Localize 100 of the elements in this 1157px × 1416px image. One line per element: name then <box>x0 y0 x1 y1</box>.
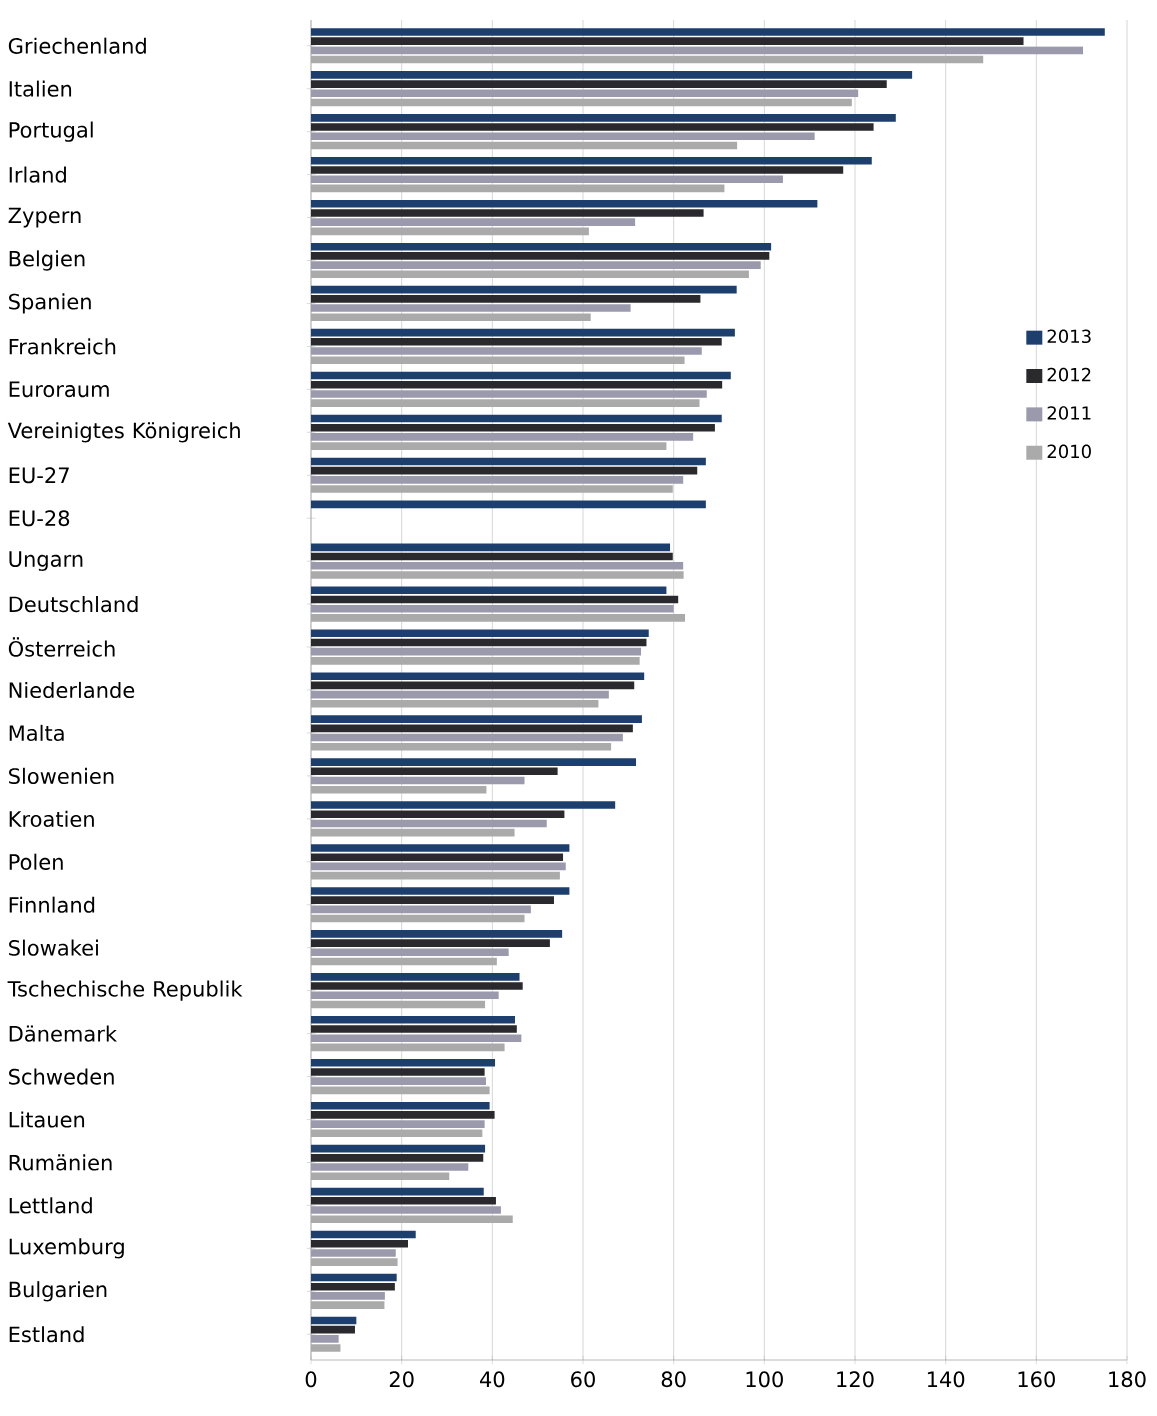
bar <box>311 1325 355 1334</box>
y-tick-label: Italien <box>9 80 72 97</box>
y-tick-label: Tschechische Republik <box>7 980 243 1001</box>
bar <box>311 896 554 904</box>
bar <box>311 1230 416 1239</box>
x-tick-label: 40 <box>480 1371 505 1388</box>
y-tick-label: Slowakei <box>9 939 98 956</box>
bar <box>311 1016 515 1024</box>
bar <box>311 810 565 819</box>
y-tick-label: Finnland <box>9 896 95 913</box>
x-tick-label: 140 <box>927 1371 965 1388</box>
x-tick-label: 160 <box>1018 1371 1055 1388</box>
bar <box>311 423 715 432</box>
bar <box>311 629 649 638</box>
bar <box>311 80 887 88</box>
y-tick-label: Österreich <box>8 637 115 657</box>
y-tick-label: Portugal <box>9 121 93 142</box>
bar <box>311 1187 484 1196</box>
bar <box>311 1068 485 1076</box>
bar <box>311 295 701 303</box>
bar <box>311 1282 395 1291</box>
x-tick-label: 20 <box>389 1371 414 1388</box>
bar <box>311 157 872 165</box>
y-tick-label: Deutschland <box>9 596 138 613</box>
y-tick-label: Spanien <box>9 293 91 314</box>
bar <box>311 1111 495 1119</box>
y-tick-label: Malta <box>9 724 64 742</box>
y-tick-label: EU-27 <box>9 467 69 484</box>
bar <box>311 252 770 260</box>
bar <box>311 28 1105 36</box>
y-tick-label: Griechenland <box>8 37 146 54</box>
bar <box>311 595 679 604</box>
bar <box>311 71 913 79</box>
y-tick-label: Schweden <box>9 1068 114 1085</box>
x-tick-label: 0 <box>305 1371 317 1388</box>
y-tick-label: Frankreich <box>9 338 116 355</box>
y-tick-label: Irland <box>9 166 66 183</box>
bar <box>311 285 737 294</box>
bar <box>311 939 550 947</box>
x-tick-label: 80 <box>661 1371 686 1388</box>
bar <box>311 982 523 990</box>
bar <box>311 1196 496 1205</box>
y-tick-label: Estland <box>9 1326 84 1343</box>
bar <box>311 758 637 766</box>
y-tick-label: Dänemark <box>9 1025 117 1042</box>
bar <box>311 1273 397 1282</box>
bar <box>311 552 673 561</box>
bar <box>311 1025 517 1033</box>
legend-label: 2010 <box>1047 444 1091 459</box>
y-tick-label: Polen <box>9 853 63 870</box>
y-tick-label: Niederlande <box>9 681 135 699</box>
y-tick-label: Luxemburg <box>9 1238 124 1259</box>
bar <box>311 371 731 380</box>
bar <box>311 543 671 552</box>
bar <box>311 328 735 337</box>
y-tick-label: Ungarn <box>9 551 83 571</box>
x-tick-label: 120 <box>837 1371 874 1388</box>
y-tick-label: Lettland <box>9 1197 92 1214</box>
bar <box>311 338 722 346</box>
x-tick-label: 180 <box>1109 1371 1146 1388</box>
bar <box>311 1144 486 1153</box>
bar <box>311 1154 484 1162</box>
y-tick-label: Vereinigtes Königreich <box>7 422 240 443</box>
y-tick-label: Rumänien <box>9 1154 112 1171</box>
bar <box>311 242 772 251</box>
bar <box>311 724 633 733</box>
bar <box>311 973 520 981</box>
x-tick-label: 100 <box>746 1371 783 1388</box>
bar <box>311 457 706 466</box>
legend-label: 2012 <box>1047 367 1091 382</box>
bar <box>311 844 570 852</box>
bar <box>311 638 647 647</box>
y-tick-label: EU-28 <box>9 510 70 527</box>
legend-label: 2011 <box>1047 406 1091 420</box>
legend-label: 2013 <box>1047 329 1091 344</box>
bar <box>311 1239 409 1248</box>
bar <box>311 715 642 723</box>
bar <box>311 681 635 690</box>
bar <box>311 1101 490 1110</box>
y-tick-label: Bulgarien <box>9 1281 107 1302</box>
bar <box>311 767 558 776</box>
bar <box>311 500 706 509</box>
bar <box>311 801 616 809</box>
bar <box>311 1316 357 1325</box>
bar <box>311 166 844 174</box>
bar <box>311 466 698 475</box>
y-tick-label: Zypern <box>8 207 81 228</box>
bar <box>311 672 645 681</box>
y-tick-label: Slowenien <box>9 767 114 785</box>
bar <box>311 853 564 861</box>
bar <box>311 1058 496 1067</box>
bar <box>311 414 722 423</box>
y-tick-label: Litauen <box>9 1111 85 1128</box>
bar <box>311 114 896 122</box>
y-tick-label: Euroraum <box>9 381 109 398</box>
bar <box>311 380 723 389</box>
bar <box>311 199 818 208</box>
bar <box>311 586 667 595</box>
bar <box>311 930 563 938</box>
bar <box>311 37 1024 45</box>
